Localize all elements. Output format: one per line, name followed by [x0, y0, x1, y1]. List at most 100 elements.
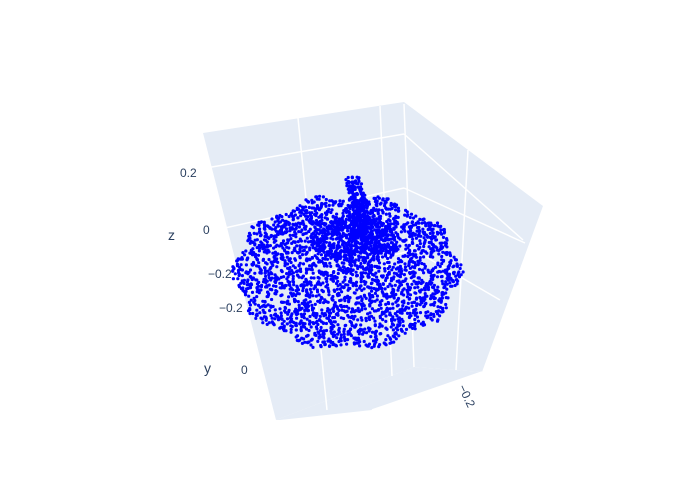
scatter-point: [255, 308, 259, 312]
scatter-point: [415, 302, 419, 306]
scatter-point: [389, 325, 393, 329]
scatter-point: [423, 288, 427, 292]
scatter-point: [342, 335, 346, 339]
scatter-point: [379, 332, 383, 336]
scatter-point: [391, 302, 395, 306]
scatter-point: [429, 316, 433, 321]
scatter-point: [423, 221, 427, 225]
scatter-point: [348, 327, 353, 332]
scatter-point: [444, 296, 448, 300]
scatter-point: [336, 294, 340, 298]
scatter-point: [307, 328, 311, 333]
scatter-point: [231, 277, 235, 281]
scatter-point: [390, 245, 394, 249]
scatter-point: [418, 256, 422, 260]
scatter-point: [269, 314, 273, 318]
scatter-point: [374, 330, 378, 334]
scatter-point: [421, 296, 425, 300]
scatter-point: [265, 244, 269, 248]
scatter-point: [447, 276, 452, 280]
scatter-point: [438, 264, 442, 268]
scatter-point: [345, 226, 350, 230]
scatter-point: [281, 246, 285, 250]
scatter-point: [360, 187, 364, 191]
scatter-point: [356, 266, 360, 271]
scatter-point: [343, 255, 347, 259]
scatter-point: [272, 237, 276, 241]
scatter-point: [439, 244, 443, 248]
scatter-point: [391, 277, 395, 281]
scatter-point: [298, 222, 303, 226]
scatter-point: [259, 268, 263, 272]
scatter-point: [294, 270, 299, 274]
scatter-point: [407, 287, 411, 291]
scatter-point: [247, 294, 251, 298]
scatter-point: [434, 265, 438, 269]
scatter-point: [330, 208, 334, 212]
scatter-point: [317, 260, 321, 264]
scatter-point: [283, 259, 287, 263]
scatter-point: [345, 257, 349, 261]
scatter-point: [395, 240, 399, 244]
scatter-point: [289, 318, 293, 322]
scatter-point: [289, 314, 293, 318]
scatter-point: [423, 233, 427, 237]
scatter-point: [257, 261, 261, 265]
scatter-point: [279, 311, 283, 315]
scatter-point: [302, 226, 307, 230]
scatter-point: [280, 293, 284, 297]
scatter-point: [404, 327, 409, 331]
scatter-point: [308, 248, 312, 252]
scatter-point: [439, 310, 443, 314]
scatter-point: [273, 280, 277, 284]
scatter-point: [268, 309, 272, 313]
scatter-point: [360, 308, 364, 312]
scatter-point: [309, 235, 313, 240]
scatter-point: [332, 324, 336, 328]
scatter-point: [328, 241, 332, 245]
scatter-point: [284, 231, 288, 235]
scatter-point: [429, 297, 433, 301]
scatter-point: [314, 218, 319, 223]
scatter-point: [263, 305, 267, 309]
scatter-point: [421, 320, 425, 324]
scatter-point: [305, 317, 309, 321]
scatter-point: [400, 317, 404, 321]
scatter-point: [360, 318, 364, 322]
scatter-point: [357, 309, 361, 313]
scatter-point: [338, 266, 342, 270]
scatter-point: [378, 316, 382, 320]
scatter-point: [362, 205, 366, 209]
scatter-point: [377, 242, 382, 246]
scatter-point: [291, 233, 295, 237]
scatter-point: [281, 239, 286, 243]
scatter-point: [354, 281, 358, 286]
scatter-point: [329, 236, 333, 240]
scatter-point: [406, 254, 410, 259]
scatter-point: [310, 337, 314, 341]
x-axis-ticks: −0.2: [455, 382, 478, 410]
scatter-point: [449, 284, 453, 288]
scatter-point: [373, 247, 377, 251]
scatter-point: [308, 211, 312, 215]
scatter-point: [418, 245, 422, 249]
scatter-point: [319, 225, 323, 229]
scatter-point: [324, 197, 328, 202]
scatter-point: [302, 316, 306, 320]
scatter-point: [410, 270, 414, 274]
scatter-point: [319, 253, 323, 257]
scatter-point: [377, 303, 382, 307]
scatter-point: [355, 273, 359, 278]
scatter-point: [263, 315, 267, 319]
scatter-point: [378, 251, 382, 255]
scatter-point: [404, 305, 408, 309]
scatter-point: [358, 284, 362, 288]
scatter-point: [379, 237, 383, 241]
scatter-point: [354, 248, 358, 252]
scatter-point: [340, 225, 344, 229]
scatter-point: [276, 252, 280, 256]
scatter-point: [272, 246, 276, 250]
scatter-point: [407, 231, 411, 235]
scatter-point: [340, 261, 344, 265]
